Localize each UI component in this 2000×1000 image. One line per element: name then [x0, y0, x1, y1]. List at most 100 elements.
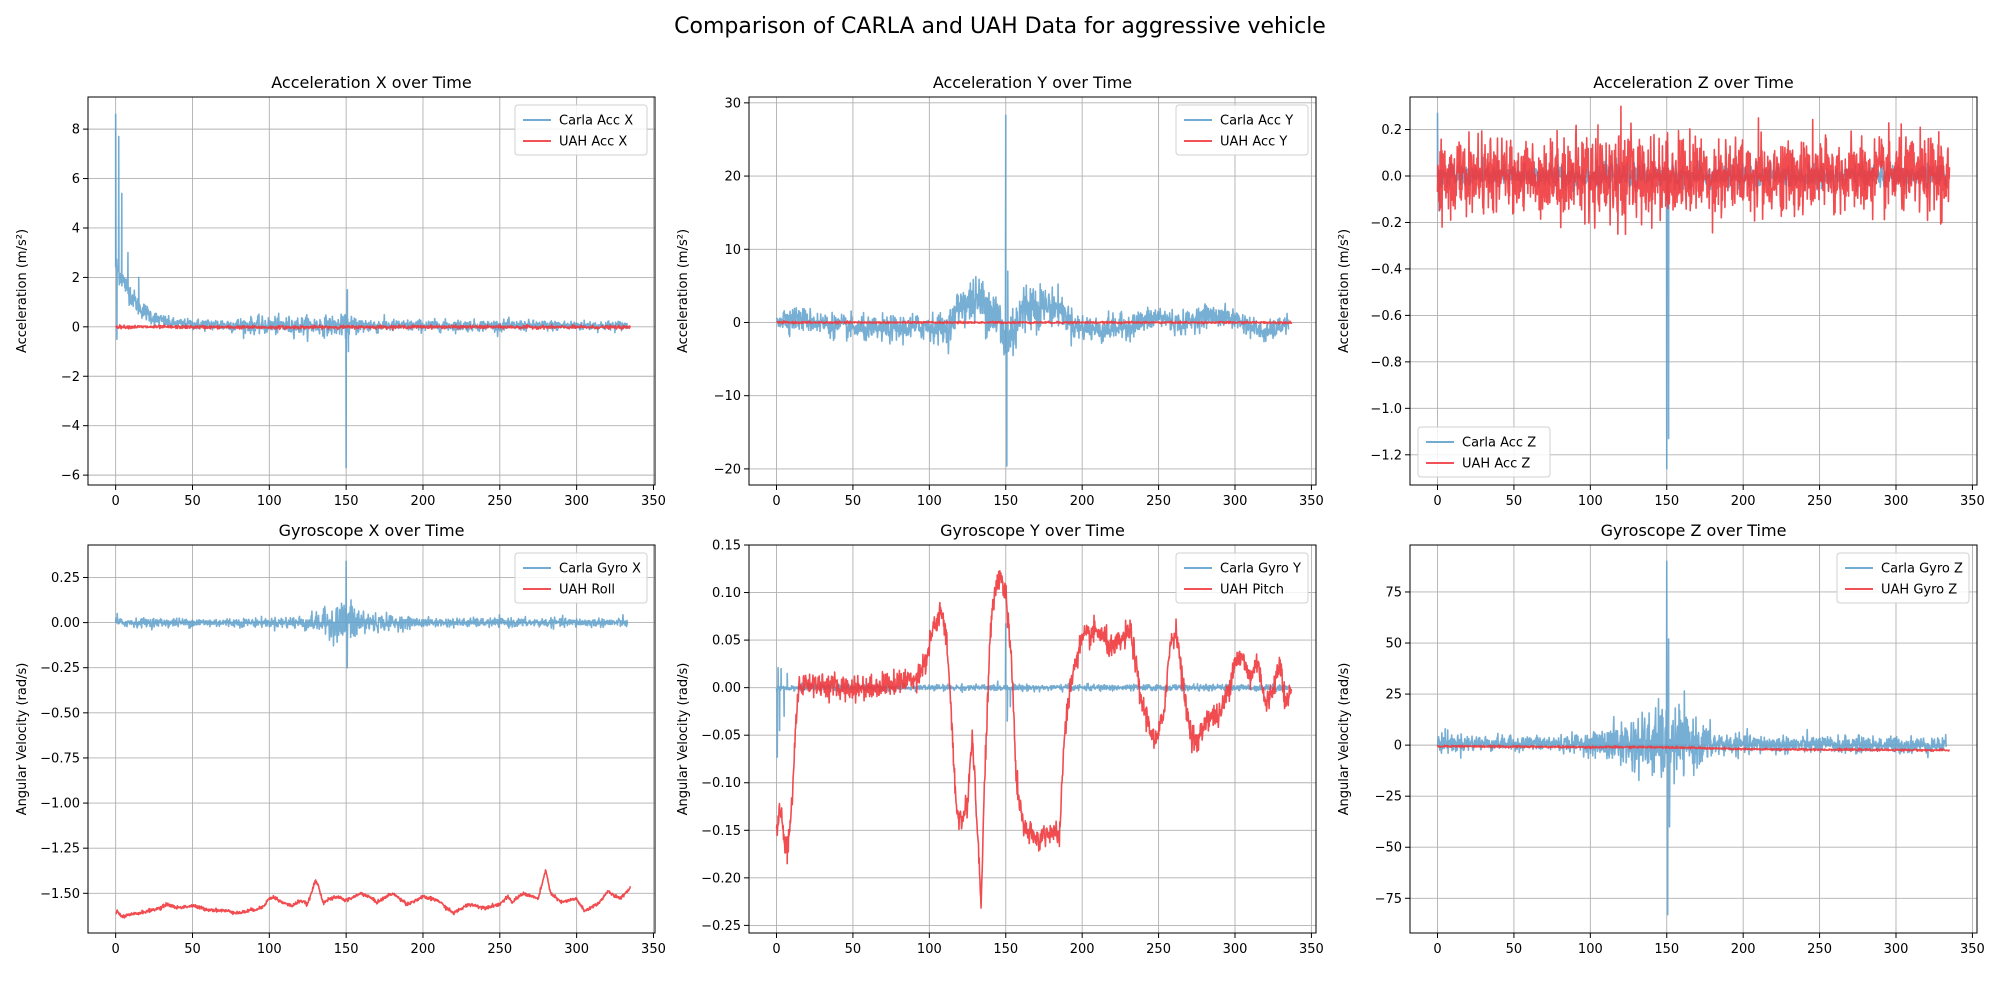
- legend-box: [1836, 552, 1970, 604]
- y-tick-label: 0: [733, 316, 741, 331]
- plot-frame: [1409, 544, 1978, 934]
- legend-label: Carla Acc X: [559, 114, 633, 129]
- y-tick-label: −1.2: [1370, 448, 1402, 463]
- legend: Carla Acc Z UAH Acc Z: [1417, 426, 1551, 478]
- x-tick-label: 350: [641, 494, 666, 509]
- y-tick-label: −2: [61, 370, 80, 385]
- legend-label: Carla Gyro Z: [1881, 562, 1963, 577]
- x-tick-label: 300: [1884, 494, 1909, 509]
- x-tick-label: 250: [1807, 494, 1832, 509]
- x-tick-label: 100: [917, 494, 942, 509]
- y-tick-label: −0.2: [1370, 216, 1402, 231]
- y-tick-label: 10: [724, 243, 741, 258]
- subplot-title: Gyroscope Z over Time: [1601, 521, 1787, 540]
- y-tick-label: 30: [724, 96, 741, 111]
- x-tick-label: 100: [917, 942, 942, 957]
- legend-box: [514, 104, 648, 156]
- legend: Carla Acc Y UAH Acc Y: [1175, 104, 1309, 156]
- plot-frame: [748, 96, 1317, 486]
- legend-label: Carla Acc Y: [1220, 114, 1293, 129]
- y-tick-label: 0: [1394, 739, 1402, 754]
- subplot-4: 0 50 100 150 200 250 300 350 −1.50 −1.25 −1.00 −0.7…: [15, 521, 666, 957]
- y-axis-label: Angular Velocity (rad/s): [676, 663, 691, 816]
- legend: Carla Gyro Y UAH Pitch: [1175, 552, 1309, 604]
- y-tick-label: 0.2: [1381, 123, 1402, 138]
- y-axis-label: Acceleration (m/s²): [15, 229, 30, 353]
- x-tick-label: 300: [564, 494, 589, 509]
- x-tick-label: 100: [257, 942, 282, 957]
- y-tick-label: −25: [1375, 790, 1402, 805]
- y-tick-label: −4: [61, 419, 80, 434]
- y-tick-label: 0.00: [712, 681, 741, 696]
- y-tick-label: 0.15: [712, 539, 741, 554]
- y-tick-label: −0.6: [1370, 309, 1402, 324]
- x-tick-label: 200: [1070, 942, 1095, 957]
- y-tick-label: −10: [714, 389, 741, 404]
- x-tick-label: 100: [257, 494, 282, 509]
- y-tick-label: −1.50: [40, 887, 80, 902]
- legend-label: Carla Acc Z: [1462, 436, 1536, 451]
- x-tick-label: 100: [1578, 494, 1603, 509]
- legend-label: UAH Acc X: [559, 135, 627, 150]
- subplot-2: 0 50 100 150 200 250 300 350 −20 −10 0 10 20 30 Accele…: [676, 73, 1324, 509]
- y-tick-label: −6: [61, 469, 80, 484]
- x-tick-label: 300: [1223, 494, 1248, 509]
- x-tick-label: 300: [1884, 942, 1909, 957]
- plot-frame: [748, 544, 1317, 934]
- y-tick-label: 0.10: [712, 586, 741, 601]
- x-tick-label: 50: [184, 494, 201, 509]
- plot-frame: [87, 96, 656, 486]
- y-tick-label: 0.00: [51, 616, 80, 631]
- legend: Carla Acc X UAH Acc X: [514, 104, 648, 156]
- x-tick-label: 200: [1070, 494, 1095, 509]
- series-group: [775, 569, 1293, 909]
- series-group: [1436, 560, 1950, 916]
- y-tick-label: 0.25: [51, 571, 80, 586]
- x-tick-label: 350: [1960, 942, 1985, 957]
- subplot-title: Acceleration Z over Time: [1593, 73, 1793, 92]
- x-tick-label: 50: [1506, 494, 1523, 509]
- y-tick-label: 25: [1385, 688, 1402, 703]
- legend-label: UAH Acc Y: [1220, 135, 1287, 150]
- legend-box: [1175, 552, 1309, 604]
- y-tick-label: −0.75: [40, 751, 80, 766]
- y-tick-label: −0.8: [1370, 355, 1402, 370]
- legend-box: [514, 552, 648, 604]
- series-line-carla: [114, 560, 629, 669]
- y-tick-label: −0.05: [701, 729, 741, 744]
- x-tick-label: 50: [1506, 942, 1523, 957]
- y-tick-label: 2: [72, 271, 80, 286]
- y-tick-label: −0.10: [701, 776, 741, 791]
- series-line-uah: [115, 869, 632, 919]
- y-tick-label: −75: [1375, 892, 1402, 907]
- series-line-uah: [775, 320, 1293, 325]
- legend-label: UAH Acc Z: [1462, 457, 1530, 472]
- y-tick-label: −20: [714, 462, 741, 477]
- x-tick-label: 200: [1731, 494, 1756, 509]
- subplot-title: Acceleration X over Time: [271, 73, 471, 92]
- y-tick-label: 8: [72, 123, 80, 138]
- series-group: [114, 560, 632, 919]
- y-tick-label: −0.4: [1370, 262, 1402, 277]
- x-tick-label: 200: [411, 494, 436, 509]
- x-tick-label: 0: [772, 494, 780, 509]
- x-tick-label: 100: [1578, 942, 1603, 957]
- x-tick-label: 300: [1223, 942, 1248, 957]
- x-tick-label: 350: [641, 942, 666, 957]
- x-tick-label: 150: [334, 494, 359, 509]
- legend-label: UAH Roll: [559, 583, 615, 598]
- x-tick-label: 150: [993, 942, 1018, 957]
- x-tick-label: 250: [1146, 494, 1171, 509]
- legend-label: UAH Pitch: [1220, 583, 1284, 598]
- y-tick-label: 0.05: [712, 634, 741, 649]
- y-tick-label: −0.25: [40, 661, 80, 676]
- subplot-5: 0 50 100 150 200 250 300 350 −0.25 −0.20 −0.15 −0.1…: [676, 521, 1324, 957]
- y-tick-label: 0.0: [1381, 169, 1402, 184]
- x-tick-label: 150: [334, 942, 359, 957]
- x-tick-label: 0: [112, 942, 120, 957]
- x-tick-label: 250: [487, 494, 512, 509]
- x-tick-label: 50: [845, 494, 862, 509]
- y-tick-label: 20: [724, 170, 741, 185]
- y-axis-label: Acceleration (m/s²): [676, 229, 691, 353]
